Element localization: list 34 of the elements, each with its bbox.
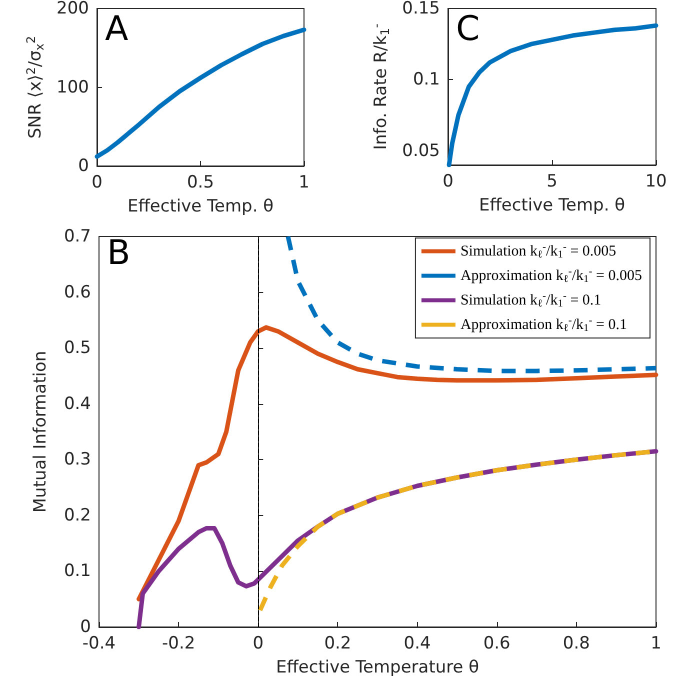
y-tick-label: 200 bbox=[56, 0, 89, 18]
x-tick-label: -0.2 bbox=[162, 634, 196, 654]
y-axis-title: SNR ⟨x⟩2/σx2 bbox=[24, 36, 47, 139]
annotation: B bbox=[107, 233, 130, 273]
x-tick-label: 0.6 bbox=[483, 634, 510, 654]
y-tick-label: 0.05 bbox=[402, 140, 440, 161]
x-tick-label: 0.8 bbox=[562, 634, 590, 654]
x-tick-label: 0 bbox=[442, 172, 454, 192]
x-axis-title: Effective Temp. θ bbox=[127, 196, 274, 216]
y-tick-label: 100 bbox=[56, 77, 89, 98]
line-series bbox=[286, 234, 658, 374]
y-tick-label: 0.6 bbox=[64, 282, 91, 302]
y-tick-label: 0.7 bbox=[64, 226, 91, 246]
x-tick-label: 0 bbox=[252, 634, 264, 654]
x-axis-title: Effective Temp. θ bbox=[478, 196, 626, 216]
x-tick-label: 1 bbox=[298, 172, 310, 192]
y-tick-label: 0.1 bbox=[64, 561, 91, 582]
y-tick-label: 0.4 bbox=[64, 394, 91, 414]
x-tick-label: 5 bbox=[546, 172, 558, 192]
x-axis-title: Effective Temperature θ bbox=[276, 658, 480, 678]
x-tick-label: 0.5 bbox=[186, 172, 214, 192]
y-tick-label: 0.2 bbox=[64, 505, 91, 526]
y-axis-title: Mutual Information bbox=[30, 350, 50, 513]
y-tick-label: 0.5 bbox=[64, 338, 91, 358]
y-tick-label: 0.3 bbox=[64, 450, 91, 470]
y-axis-title: Info. Rate R/k1- bbox=[370, 24, 392, 150]
annotation: A bbox=[105, 9, 128, 49]
y-tick-label: 0 bbox=[78, 156, 89, 176]
y-tick-label: 0.1 bbox=[412, 70, 440, 90]
x-tick-label: 10 bbox=[645, 172, 667, 192]
x-tick-label: 1 bbox=[650, 634, 662, 654]
annotation: C bbox=[456, 9, 480, 49]
y-tick-label: 0.15 bbox=[402, 0, 440, 18]
x-tick-label: 0.2 bbox=[324, 634, 352, 654]
